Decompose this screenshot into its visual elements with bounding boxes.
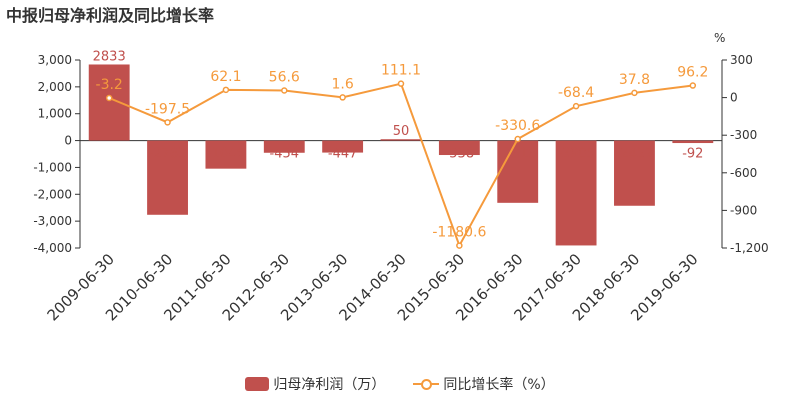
bar-value-label: -454 (270, 147, 300, 162)
growth-point (689, 82, 697, 89)
bar-value-label: -447 (328, 147, 358, 162)
bar-series (88, 64, 714, 246)
growth-point (631, 89, 638, 97)
bar (555, 140, 597, 246)
bar-value-label: -3905 (557, 147, 595, 162)
growth-value-label: -197.5 (145, 101, 190, 117)
y-left-tick-label: 3,000 (38, 53, 72, 67)
bar (263, 140, 305, 153)
y-right-unit: % (714, 31, 725, 45)
y-left-tick-label: 0 (64, 134, 72, 148)
y-left-tick-label: 1,000 (38, 107, 72, 121)
growth-value-label: 111.1 (381, 63, 421, 79)
y-right-tick-label: -300 (730, 128, 757, 142)
y-left-tick-label: -1,000 (33, 160, 72, 174)
growth-point (164, 119, 171, 126)
legend-label-line: 同比增长率（%） (443, 377, 555, 393)
growth-value-label: 62.1 (210, 69, 241, 85)
growth-point (397, 80, 405, 87)
bar (497, 140, 539, 203)
y-right-tick-label: 0 (730, 91, 738, 105)
growth-value-label: 37.8 (619, 72, 650, 88)
growth-point (339, 94, 346, 101)
legend-item-line[interactable]: 同比增长率（%） (413, 374, 555, 394)
bar (672, 140, 714, 144)
growth-point (281, 87, 288, 94)
bar (322, 140, 364, 153)
chart-title: 中报归母净利润及同比增长率 (6, 6, 215, 25)
growth-value-label: -68.4 (558, 85, 594, 101)
growth-point (105, 94, 113, 102)
bar-labels: 2833 -2763 -1046 -454 -447 50 -538 -2318 -3905 -2… (93, 49, 704, 161)
growth-value-label: -1180.6 (432, 225, 486, 241)
bar-value-label: -538 (445, 147, 475, 162)
bar (147, 140, 188, 215)
y-right-tick-label: 300 (730, 53, 753, 67)
growth-value-label: -3.2 (96, 77, 123, 93)
bar-value-label: -2763 (149, 147, 187, 162)
growth-line (108, 82, 693, 248)
y-right-tick-label: -1,200 (730, 241, 769, 255)
legend-label-bar: 归母净利润（万） (273, 377, 386, 393)
bar (380, 139, 422, 141)
bar (438, 140, 480, 156)
line-labels: -3.2 -197.5 62.1 56.6 1.6 111.1 -1180.6 -330.6 -… (96, 63, 709, 241)
bar-value-label: -2427 (616, 147, 654, 162)
y-left-tick-label: -2,000 (33, 187, 72, 201)
y-left-tick-label: -4,000 (33, 241, 72, 255)
growth-value-label: 96.2 (677, 65, 708, 81)
y-left-tick-label: 2,000 (38, 80, 72, 94)
bar (88, 64, 130, 141)
growth-value-label: -330.6 (495, 118, 540, 134)
line-series (105, 80, 697, 249)
bar-value-label: -1046 (207, 147, 245, 162)
legend: 归母净利润（万） 同比增长率（%） (0, 372, 800, 396)
growth-value-label: 1.6 (332, 76, 354, 92)
growth-point (572, 102, 580, 110)
bar-value-label: -2318 (499, 147, 537, 162)
growth-point (222, 86, 230, 94)
legend-item-bar[interactable]: 归母净利润（万） (245, 374, 385, 394)
bar (205, 140, 247, 169)
bar-value-label: 2833 (93, 49, 126, 64)
bar-value-label: -92 (682, 147, 703, 162)
growth-point (456, 242, 463, 249)
bar (614, 140, 655, 206)
legend-swatch-bar (245, 377, 270, 391)
y-right-tick-label: -600 (730, 166, 757, 180)
legend-swatch-line (413, 377, 440, 391)
growth-value-label: 56.6 (269, 70, 300, 86)
y-left-tick-label: -3,000 (33, 214, 72, 228)
y-right-tick-label: -900 (730, 203, 757, 217)
bar-value-label: 50 (393, 124, 410, 139)
growth-point (514, 135, 521, 143)
